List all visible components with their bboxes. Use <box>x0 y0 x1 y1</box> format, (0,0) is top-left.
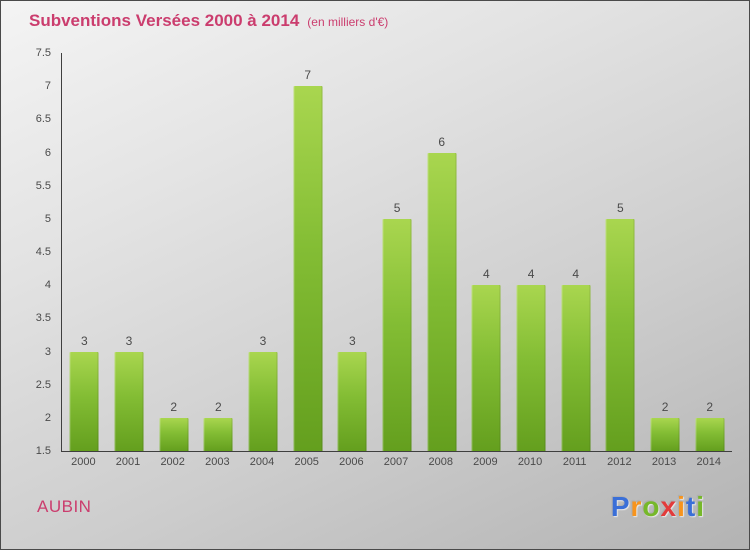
bar-value-label: 3 <box>259 333 267 348</box>
x-tick-label: 2003 <box>205 456 230 468</box>
bar-slot-2008: 6 <box>419 53 464 451</box>
y-tick-label: 5 <box>44 212 51 225</box>
x-tick-label: 2001 <box>115 456 141 468</box>
location-label: AUBIN <box>37 497 92 516</box>
bar-slot-2004: 3 <box>241 53 286 451</box>
bar <box>516 285 546 451</box>
y-tick-label: 7 <box>44 80 51 93</box>
y-tick-label: 5.5 <box>35 179 51 192</box>
bar <box>650 417 680 451</box>
bar <box>382 218 412 451</box>
proxiti-logo: Proxiti <box>611 491 705 523</box>
x-tick-label: 2006 <box>339 456 364 468</box>
brand-letter: i <box>677 491 686 522</box>
bar <box>427 152 457 451</box>
x-tick-label: 2009 <box>473 456 498 468</box>
bar-value-label: 2 <box>170 399 178 414</box>
plot-area: 3 3 2 2 3 7 3 5 6 4 4 4 5 2 2 <box>61 53 732 452</box>
bar-slot-2007: 5 <box>375 53 420 451</box>
bar <box>114 351 144 451</box>
y-tick-label: 4.5 <box>35 246 51 258</box>
y-axis: 7.5 7 6.5 6 5.5 5 4.5 4 3.5 3 2.5 2 1.5 <box>1 47 57 457</box>
bar-value-label: 3 <box>125 333 133 348</box>
bar-slot-2003: 2 <box>196 53 241 451</box>
bar-value-label: 7 <box>304 68 312 83</box>
x-tick-label: 2013 <box>651 456 677 468</box>
x-tick-label: 2005 <box>294 456 319 468</box>
bar-value-label: 3 <box>349 333 356 348</box>
brand-letter: i <box>696 491 705 522</box>
y-tick-label: 6.5 <box>35 113 51 126</box>
bar-value-label: 2 <box>215 399 222 414</box>
y-tick-label: 3 <box>44 345 51 358</box>
y-tick-label: 4 <box>44 279 51 292</box>
x-tick-label: 2011 <box>562 456 587 468</box>
bar-slot-2012: 5 <box>598 53 643 451</box>
bar-slot-2000: 3 <box>62 53 107 451</box>
bar <box>159 417 189 451</box>
brand-letter: o <box>642 491 661 522</box>
bar-value-label: 5 <box>617 200 624 215</box>
bar-value-label: 6 <box>438 134 446 149</box>
y-tick-label: 6 <box>44 146 51 159</box>
x-axis-labels: 2000 2001 2002 2003 2004 2005 2006 2007 2008 2009… <box>61 456 731 468</box>
bar-value-label: 3 <box>80 333 88 348</box>
bar-slot-2009: 4 <box>464 53 509 451</box>
x-tick-label: 2000 <box>71 456 96 468</box>
bar <box>695 417 725 451</box>
footer: AUBIN Proxiti <box>1 491 749 531</box>
x-tick-label: 2004 <box>249 456 275 468</box>
x-tick-label: 2014 <box>696 456 721 468</box>
bar <box>293 86 323 451</box>
bar-value-label: 2 <box>706 399 714 414</box>
bar <box>69 351 99 451</box>
bar-slot-2006: 3 <box>330 53 375 451</box>
y-tick-label: 2 <box>44 411 51 424</box>
bar <box>471 285 501 451</box>
bar <box>561 285 591 451</box>
bars-container: 3 3 2 2 3 7 3 5 6 4 4 4 5 2 2 <box>62 53 732 451</box>
y-tick-label: 3.5 <box>35 312 51 325</box>
brand-letter: r <box>630 491 643 522</box>
bar-slot-2011: 4 <box>553 53 598 451</box>
chart-subtitle: (en milliers d'€) <box>307 15 389 29</box>
bar-value-label: 4 <box>527 267 535 282</box>
bar-value-label: 2 <box>661 399 669 414</box>
bar-value-label: 4 <box>572 267 580 282</box>
bar <box>605 218 635 451</box>
bar-value-label: 4 <box>483 267 490 282</box>
y-tick-label: 1.5 <box>35 445 51 457</box>
x-tick-label: 2010 <box>517 456 543 468</box>
brand-letter: P <box>610 491 631 522</box>
chart-title: Subventions Versées 2000 à 2014 <box>29 11 300 30</box>
bar <box>248 351 278 451</box>
x-tick-label: 2008 <box>428 456 453 468</box>
y-tick-label: 2.5 <box>35 378 51 391</box>
bar-slot-2010: 4 <box>509 53 554 451</box>
bar-value-label: 5 <box>393 200 401 215</box>
x-tick-label: 2012 <box>607 456 632 468</box>
x-tick-label: 2007 <box>383 456 409 468</box>
x-tick-label: 2002 <box>160 456 185 468</box>
bar-slot-2002: 2 <box>151 53 196 451</box>
bar-slot-2014: 2 <box>687 53 732 451</box>
chart-header: Subventions Versées 2000 à 2014 (en milli… <box>29 11 388 31</box>
brand-letter: t <box>685 491 697 522</box>
bar-slot-2005: 7 <box>285 53 330 451</box>
bar-slot-2013: 2 <box>643 53 688 451</box>
brand-letter: x <box>660 491 678 522</box>
bar <box>203 417 233 451</box>
bar <box>337 351 367 451</box>
y-tick-label: 7.5 <box>35 47 51 59</box>
bar-slot-2001: 3 <box>107 53 152 451</box>
